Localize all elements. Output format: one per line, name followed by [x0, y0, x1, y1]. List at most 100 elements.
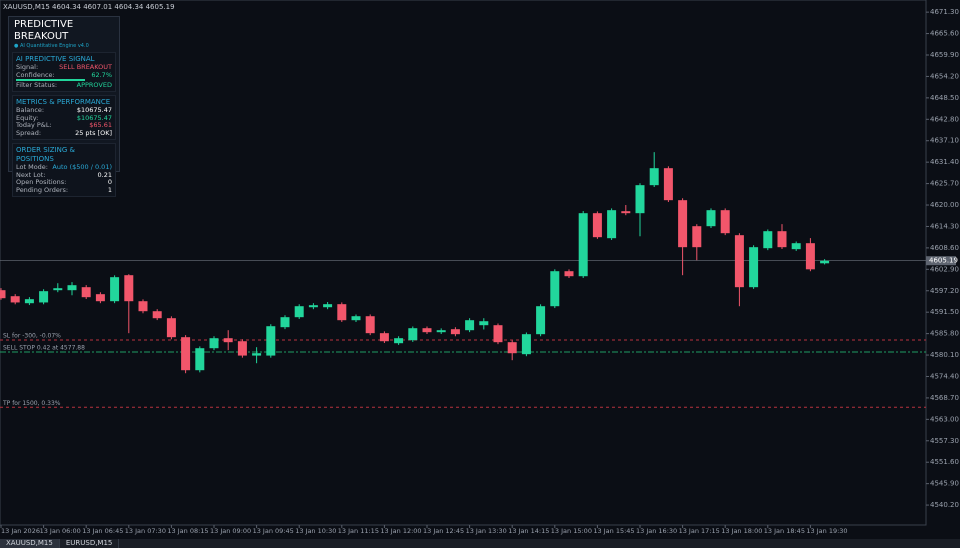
y-tick-label: 4597.20	[930, 287, 959, 295]
row-value: SELL BREAKOUT	[59, 63, 112, 71]
candle-body	[166, 318, 176, 338]
x-tick-label: 13 Jan 06:00	[40, 527, 81, 535]
panel-section: AI PREDICTIVE SIGNAL Signal: SELL BREAKOUT…	[12, 52, 116, 92]
panel-row: Spread: 25 pts [OK]	[16, 128, 112, 138]
x-tick-label: 13 Jan 09:00	[210, 527, 251, 535]
candle-body	[734, 235, 744, 288]
y-tick-label: 4574.40	[930, 372, 959, 380]
panel-subtitle: ● AI Quantitative Engine v4.0	[14, 43, 89, 49]
x-tick-label: 13 Jan 16:30	[636, 527, 677, 535]
candle-body	[266, 326, 276, 356]
x-tick-label: 13 Jan 10:30	[295, 527, 336, 535]
row-label: Balance:	[16, 106, 45, 114]
candle-body	[649, 168, 659, 186]
x-tick-label: 13 Jan 18:45	[764, 527, 805, 535]
y-tick-label: 4654.20	[930, 72, 959, 80]
candle-body	[607, 210, 617, 239]
candle-body	[209, 338, 219, 349]
order-level-label: SL for -300, -0.07%	[3, 333, 61, 340]
tab-bar: XAUUSD,M15 EURUSD,M15	[0, 539, 960, 548]
candle-body	[678, 200, 688, 248]
candle-body	[24, 299, 34, 304]
order-level-label: TP for 1500, 0.33%	[2, 400, 61, 407]
row-value: 0.21	[97, 170, 112, 179]
chart-tab[interactable]: EURUSD,M15	[60, 539, 120, 548]
x-tick-label: 13 Jan 15:45	[593, 527, 634, 535]
row-value: 25 pts [OK]	[75, 128, 112, 137]
row-value: 0	[107, 178, 112, 186]
y-tick-label: 4568.70	[930, 394, 959, 402]
panel-title: PREDICTIVE BREAKOUT	[14, 19, 74, 42]
y-tick-label: 4563.00	[930, 415, 959, 423]
y-tick-label: 4540.20	[930, 501, 959, 509]
x-tick-label: 13 Jan 12:00	[380, 527, 421, 535]
x-tick-label: 13 Jan 13:30	[466, 527, 507, 535]
x-tick-label: 13 Jan 15:00	[551, 527, 592, 535]
row-label: Open Positions:	[16, 178, 67, 186]
row-label: Filter Status:	[16, 80, 58, 89]
row-label: Lot Mode:	[16, 163, 48, 171]
row-value: $10675.47	[76, 106, 112, 114]
candle-body	[67, 285, 77, 291]
panel-section: METRICS & PERFORMANCE Balance: $10675.47 Eq…	[12, 95, 116, 140]
y-tick-label: 4585.80	[930, 330, 959, 338]
row-label: Confidence:	[16, 70, 55, 79]
x-tick-label: 13 Jan 19:30	[806, 527, 847, 535]
candle-body	[237, 341, 247, 356]
x-tick-label: 13 Jan 18:00	[721, 527, 762, 535]
y-tick-label: 4642.80	[930, 115, 959, 123]
x-tick-label: 13 Jan 08:15	[167, 527, 208, 535]
row-label: Today P&L:	[16, 121, 52, 129]
candle-body	[777, 231, 787, 248]
row-value: 62.7%	[91, 70, 112, 79]
panel-row: Next Lot: 0.21	[16, 170, 112, 180]
candle-body	[536, 306, 546, 335]
y-tick-label: 4637.10	[930, 137, 959, 145]
x-tick-label: 13 Jan 2026	[1, 527, 40, 535]
panel-row: Confidence: 62.7%	[16, 70, 112, 80]
y-tick-label: 4648.50	[930, 94, 959, 102]
candle-body	[493, 325, 503, 343]
row-value: $10675.47	[76, 113, 112, 122]
candle-body	[124, 275, 134, 302]
x-tick-label: 13 Jan 12:45	[423, 527, 464, 535]
candle-body	[564, 271, 574, 277]
candle-body	[465, 320, 475, 331]
panel-row: Pending Orders: 1	[16, 186, 112, 195]
panel-row: Balance: $10675.47	[16, 106, 112, 115]
candle-body	[450, 329, 460, 335]
candle-body	[308, 305, 318, 308]
candle-body	[252, 353, 262, 356]
y-tick-label: 4580.10	[930, 351, 959, 359]
candle-body	[663, 168, 673, 201]
last-price-box	[926, 256, 956, 266]
section-heading: AI PREDICTIVE SIGNAL	[16, 55, 95, 63]
y-tick-label: 4602.90	[930, 265, 959, 273]
candle-body	[351, 316, 361, 321]
candle-body	[635, 185, 645, 214]
candle-body	[479, 321, 489, 326]
candle-body	[507, 342, 517, 354]
candle-body	[365, 316, 375, 334]
x-tick-label: 13 Jan 07:30	[125, 527, 166, 535]
x-tick-label: 13 Jan 17:15	[679, 527, 720, 535]
candle-body	[379, 333, 389, 342]
candle-body	[749, 247, 759, 288]
candle-body	[422, 328, 432, 333]
chart-tab[interactable]: XAUUSD,M15	[0, 539, 60, 548]
y-tick-label: 4631.40	[930, 158, 959, 166]
candle-body	[805, 243, 815, 270]
section-heading: ORDER SIZING & POSITIONS	[16, 146, 75, 163]
candle-body	[280, 317, 290, 328]
candle-body	[294, 306, 304, 318]
candle-body	[550, 271, 560, 307]
row-label: Spread:	[16, 128, 42, 137]
y-tick-label: 4625.70	[930, 180, 959, 188]
candle-body	[81, 287, 91, 298]
candle-body	[706, 210, 716, 227]
row-label: Signal:	[16, 63, 39, 71]
candle-body	[621, 211, 631, 214]
panel-row: Signal: SELL BREAKOUT	[16, 63, 112, 72]
row-label: Next Lot:	[16, 170, 46, 179]
panel-row: Filter Status: APPROVED	[16, 80, 112, 90]
